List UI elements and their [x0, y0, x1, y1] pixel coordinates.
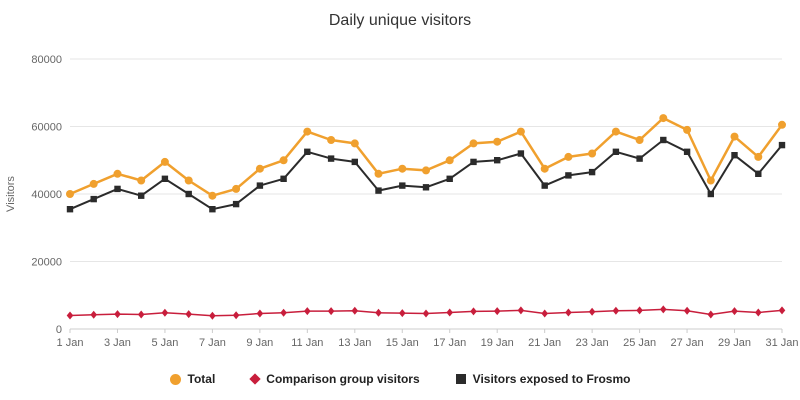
- svg-text:80000: 80000: [31, 54, 62, 66]
- svg-text:3 Jan: 3 Jan: [104, 337, 131, 349]
- svg-text:5 Jan: 5 Jan: [151, 337, 178, 349]
- svg-text:13 Jan: 13 Jan: [338, 337, 371, 349]
- svg-text:21 Jan: 21 Jan: [528, 337, 561, 349]
- svg-text:25 Jan: 25 Jan: [623, 337, 656, 349]
- chart-title: Daily unique visitors: [328, 12, 472, 29]
- legend-marker-square-icon: [455, 374, 466, 384]
- legend-item-comparison-group-visitors[interactable]: Comparison group visitors: [249, 372, 420, 386]
- svg-text:17 Jan: 17 Jan: [433, 337, 466, 349]
- svg-text:40000: 40000: [31, 189, 62, 201]
- svg-text:9 Jan: 9 Jan: [246, 337, 273, 349]
- legend-item-total[interactable]: Total: [169, 372, 216, 386]
- legend-item-visitors-exposed-to-frosmo[interactable]: Visitors exposed to Frosmo: [455, 372, 631, 386]
- svg-text:7 Jan: 7 Jan: [199, 337, 226, 349]
- svg-text:11 Jan: 11 Jan: [291, 337, 323, 349]
- svg-text:19 Jan: 19 Jan: [481, 337, 514, 349]
- series-markers-total[interactable]: [66, 114, 786, 200]
- chart-legend: Total Comparison group visitors Visitors…: [0, 366, 800, 392]
- series-line-total[interactable]: [69, 116, 784, 197]
- svg-text:0: 0: [56, 324, 62, 336]
- chart-plot-area: 0 20000 40000 60000 80000 1 Jan 3 Jan 5 Jan 7 Ja…: [5, 54, 799, 349]
- svg-text:1 Jan: 1 Jan: [57, 337, 84, 349]
- x-axis-ticks: 1 Jan 3 Jan 5 Jan 7 Jan 9 Jan 11 Jan 13 Jan 15 …: [57, 329, 799, 349]
- svg-text:60000: 60000: [31, 122, 62, 134]
- legend-label-visitors-exposed-to-frosmo: Visitors exposed to Frosmo: [472, 372, 631, 386]
- svg-text:15 Jan: 15 Jan: [386, 337, 419, 349]
- series-line-visitors-exposed-to-frosmo[interactable]: [69, 139, 783, 211]
- y-axis-label: Visitors: [5, 176, 17, 212]
- series-markers-visitors-exposed-to-frosmo[interactable]: [66, 136, 786, 213]
- legend-label-comparison-group-visitors: Comparison group visitors: [266, 372, 420, 386]
- svg-text:29 Jan: 29 Jan: [718, 337, 751, 349]
- svg-text:23 Jan: 23 Jan: [576, 337, 609, 349]
- svg-text:20000: 20000: [31, 257, 62, 269]
- svg-text:27 Jan: 27 Jan: [671, 337, 704, 349]
- legend-marker-circle-icon: [169, 373, 181, 385]
- series-markers-comparison-group-visitors[interactable]: [66, 305, 786, 320]
- legend-marker-diamond-icon: [249, 373, 261, 385]
- svg-text:31 Jan: 31 Jan: [765, 337, 798, 349]
- legend-label-total: Total: [187, 372, 216, 386]
